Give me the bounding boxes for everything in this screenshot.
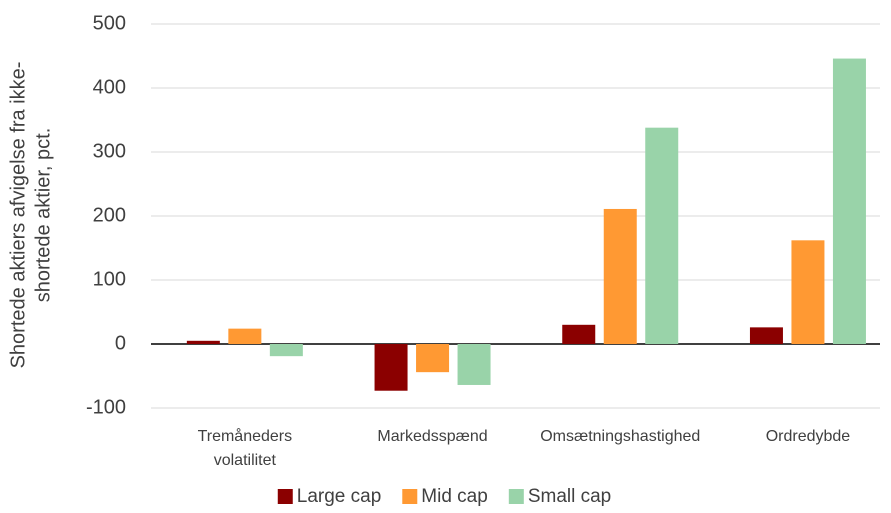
x-tick-label: Ordredybde: [766, 428, 851, 445]
x-tick-label: Markedsspænd: [377, 428, 487, 445]
y-tick-label: -100: [86, 396, 126, 418]
bar: [228, 328, 262, 344]
legend-label: Small cap: [528, 486, 611, 507]
x-tick-label: Tremåneders volatilitet: [198, 427, 293, 469]
bar: [645, 127, 679, 345]
bar: [416, 344, 450, 373]
y-axis-label: Shortede aktiers afvigelse fra ikke-shor…: [8, 62, 55, 369]
bar: [457, 344, 491, 385]
legend-swatch: [402, 489, 418, 504]
bar: [603, 208, 637, 344]
bar: [269, 344, 303, 357]
legend-swatch: [508, 489, 524, 504]
bar: [562, 324, 596, 344]
y-tick-label: 400: [93, 76, 126, 98]
legend-label: Large cap: [297, 486, 382, 507]
x-tick-label: Omsætningshastighed: [540, 428, 700, 445]
bar: [832, 58, 866, 345]
bar: [186, 340, 220, 344]
bar: [749, 327, 783, 344]
legend-label: Mid cap: [421, 486, 488, 507]
y-tick-label: 500: [93, 12, 126, 34]
y-tick-label: 100: [93, 268, 126, 290]
bar: [791, 240, 825, 344]
y-tick-label: 0: [115, 332, 126, 354]
y-tick-label: 300: [93, 140, 126, 162]
bar: [374, 344, 408, 391]
y-tick-label: 200: [93, 204, 126, 226]
legend-swatch: [277, 489, 293, 504]
